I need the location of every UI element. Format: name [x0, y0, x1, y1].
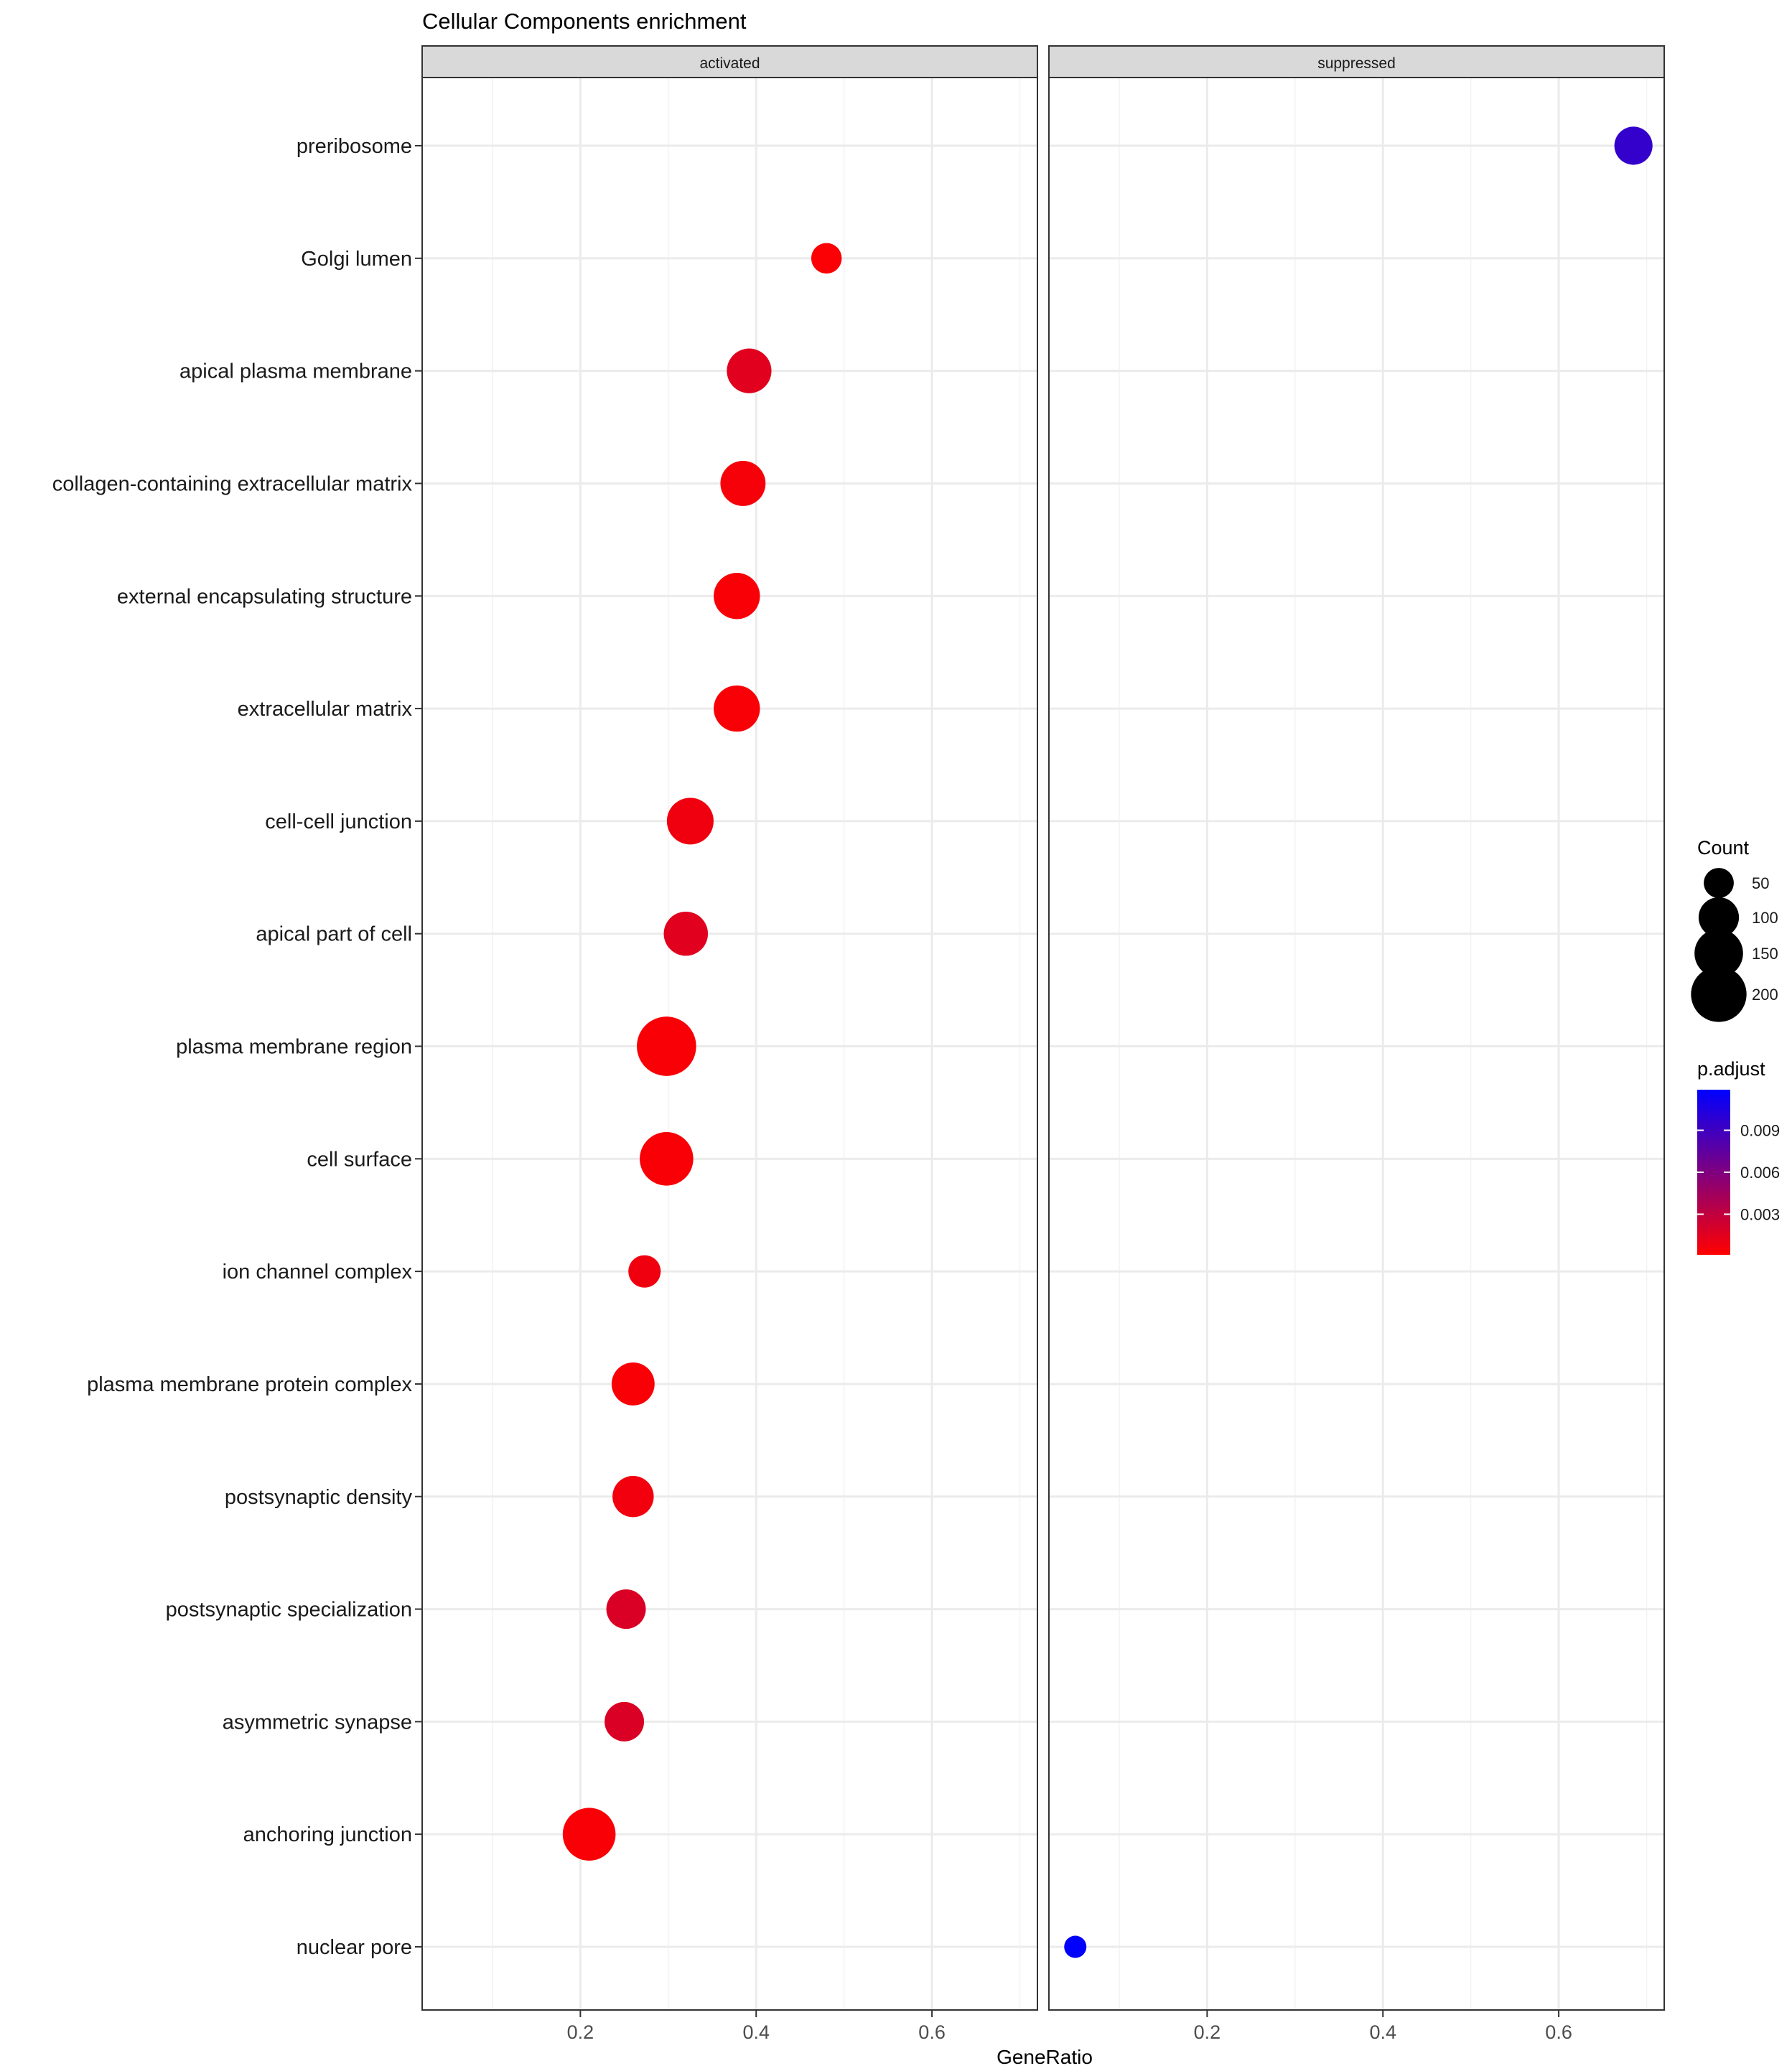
dot-plasma-membrane-protein-complex	[611, 1362, 655, 1406]
x-axis-title: GeneRatio	[997, 2046, 1093, 2067]
y-tick-label: cell-cell junction	[265, 810, 412, 833]
dot-postsynaptic-specialization	[606, 1589, 646, 1630]
x-tick-label: 0.4	[742, 2021, 770, 2043]
y-tick-label: apical plasma membrane	[179, 360, 412, 383]
y-tick-label: apical part of cell	[256, 923, 412, 946]
x-tick-label: 0.2	[567, 2021, 594, 2043]
dot-collagen-containing-extracellular-matrix	[720, 461, 766, 506]
y-tick-label: plasma membrane protein complex	[87, 1373, 412, 1396]
y-axis-labels: preribosome Golgi lumen apical plasma memb…	[52, 135, 422, 1959]
y-tick-label: plasma membrane region	[176, 1036, 412, 1059]
dot-ion-channel-complex	[628, 1255, 661, 1288]
p-adjust-legend-label: 0.003	[1740, 1205, 1780, 1223]
dot-anchoring-junction	[562, 1808, 616, 1861]
count-legend-title: Count	[1697, 837, 1750, 859]
dot-external-encapsulating-structure	[714, 573, 760, 620]
data-points	[562, 126, 1653, 1958]
x-tick-label: 0.6	[1545, 2021, 1572, 2043]
p-adjust-legend-label: 0.009	[1740, 1122, 1780, 1140]
dot-plasma-membrane-region	[637, 1016, 696, 1076]
x-tick-label: 0.4	[1369, 2021, 1396, 2043]
count-legend-label: 50	[1752, 874, 1769, 892]
y-tick-label: preribosome	[297, 135, 412, 158]
dot-postsynaptic-density	[612, 1476, 654, 1518]
p-adjust-legend: 0.003 0.006 0.009	[1697, 1122, 1780, 1223]
facet-panels: activated 0.2 0.4 0.6 suppressed 0.2 0.4 0.6	[421, 45, 1665, 2043]
count-legend-label: 150	[1752, 945, 1778, 963]
chart-title: Cellular Components enrichment	[422, 9, 747, 34]
p-adjust-legend-label: 0.006	[1740, 1164, 1780, 1182]
count-legend-key	[1694, 929, 1743, 978]
p-adjust-legend-title: p.adjust	[1697, 1058, 1765, 1080]
count-legend-label: 200	[1752, 986, 1778, 1004]
count-legend-key	[1704, 868, 1734, 898]
count-legend-key	[1698, 897, 1740, 938]
panel-background	[422, 78, 1037, 2010]
facet-strip	[421, 45, 1038, 78]
dot-golgi-lumen	[811, 243, 842, 274]
facet-label-activated: activated	[699, 55, 760, 72]
y-tick-label: asymmetric synapse	[223, 1711, 412, 1734]
x-tick-label: 0.2	[1194, 2021, 1221, 2043]
y-tick-label: postsynaptic specialization	[166, 1599, 412, 1622]
dot-apical-part-of-cell	[663, 911, 709, 956]
count-legend-key	[1691, 966, 1747, 1022]
dot-apical-plasma-membrane	[727, 348, 772, 393]
y-tick-label: external encapsulating structure	[117, 585, 412, 608]
y-tick-label: extracellular matrix	[238, 698, 413, 721]
y-tick-label: postsynaptic density	[225, 1486, 413, 1509]
y-tick-label: nuclear pore	[297, 1936, 412, 1959]
y-tick-label: cell surface	[307, 1148, 412, 1171]
count-legend-label: 100	[1752, 909, 1778, 927]
dot-asymmetric-synapse	[605, 1701, 645, 1742]
y-tick-label: anchoring junction	[243, 1823, 412, 1846]
y-tick-label: collagen-containing extracellular matrix	[52, 472, 413, 495]
dot-cell-cell-junction	[666, 798, 714, 845]
dot-cell-surface	[640, 1132, 694, 1186]
y-tick-label: Golgi lumen	[301, 248, 412, 271]
x-tick-label: 0.6	[918, 2021, 946, 2043]
y-tick-label: ion channel complex	[223, 1261, 413, 1284]
panel-background	[1049, 78, 1664, 2010]
count-legend: 50 100 150 200	[1691, 868, 1778, 1022]
dot-preribosome	[1614, 126, 1653, 165]
facet-label-suppressed: suppressed	[1317, 55, 1396, 72]
facet-strip	[1048, 45, 1665, 78]
dot-nuclear-pore	[1064, 1935, 1087, 1958]
dot-extracellular-matrix	[714, 685, 760, 732]
